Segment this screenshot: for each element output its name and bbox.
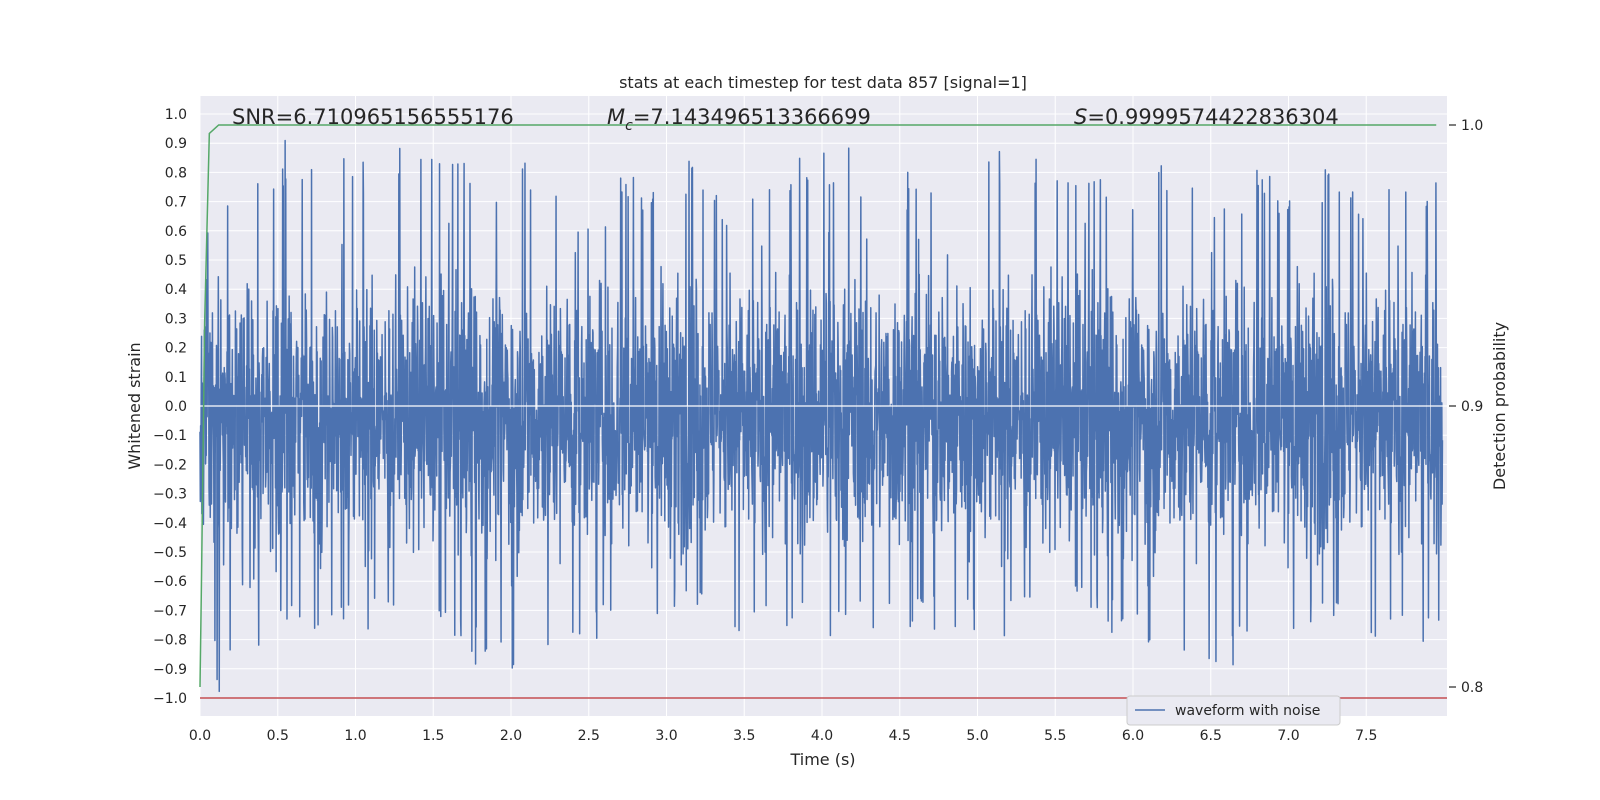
waveform-line [199,139,1444,693]
legend-box [1126,695,1341,726]
x-tick-label: 7.5 [1355,728,1377,744]
x-tick-label: 4.5 [889,728,911,744]
probability-line [199,124,1437,688]
snr-annotation: SNR=6.710965156555176 [232,105,514,129]
y-tick-label: −0.3 [153,487,187,503]
y-tick-label: 0.3 [165,311,187,327]
chart-title: stats at each timestep for test data 857… [619,73,1027,92]
y-tick-label: 0.7 [165,195,187,211]
y-axis-label: Whitened strain [125,342,144,469]
y-tick-label: 1.0 [165,107,187,123]
x-tick-label: 6.5 [1200,728,1222,744]
right-axis-ticks: 1.0 0.9 0.8 [1449,118,1483,696]
y-tick-label: 0.2 [165,341,187,357]
x-tick-label: 1.0 [344,728,366,744]
waveform-series [199,139,1444,693]
y-tick-label: 0.9 [165,136,187,152]
legend: waveform with noise [1126,695,1341,726]
chirp-mass-subscript: c [625,118,633,134]
x-tick-label: 2.0 [500,728,522,744]
x-axis-label: Time (s) [789,750,855,769]
y-tick-label: −0.9 [153,662,187,678]
stat-value: =0.9999574422836304 [1087,105,1338,129]
y-tick-label: 0.1 [165,370,187,386]
x-tick-label: 6.0 [1122,728,1144,744]
x-tick-label: 3.5 [733,728,755,744]
y-tick-label: 0.8 [165,165,187,181]
y-tick-label: −1.0 [153,691,187,707]
x-tick-label: 4.0 [811,728,833,744]
x-tick-label: 1.5 [422,728,444,744]
y-tick-label: −0.4 [153,516,187,532]
right-tick-label: 1.0 [1461,118,1483,134]
chirp-mass-annotation: Mc=7.143496513366699 [607,105,871,134]
stat-symbol: S [1074,105,1087,129]
y-tick-label: −0.8 [153,633,187,649]
y-tick-label: 0.4 [165,282,187,298]
x-axis-ticks: 0.0 0.5 1.0 1.5 2.0 2.5 3.0 3.5 4.0 4.5 5.0 5.5 6.0 6… [189,728,1378,744]
y-tick-label: −0.5 [153,545,187,561]
x-tick-label: 0.0 [189,728,211,744]
x-tick-label: 0.5 [267,728,289,744]
chirp-mass-value: =7.143496513366699 [633,105,871,129]
y-tick-label: −0.2 [153,457,187,473]
y-tick-label: 0.0 [165,399,187,415]
right-tick-label: 0.9 [1461,399,1483,415]
stat-annotation: S=0.9999574422836304 [1074,105,1339,129]
x-tick-label: 3.0 [655,728,677,744]
y-axis-ticks: 1.0 0.9 0.8 0.7 0.6 0.5 0.4 0.3 0.2 0.1 0.0 −0.1 −0.… [153,107,187,707]
legend-label: waveform with noise [1175,703,1320,719]
chirp-mass-symbol: M [607,105,625,129]
x-tick-label: 7.0 [1277,728,1299,744]
x-tick-label: 5.5 [1044,728,1066,744]
x-tick-label: 2.5 [578,728,600,744]
y-tick-label: −0.6 [153,574,187,590]
right-axis-label: Detection probability [1490,322,1509,490]
y-tick-label: 0.5 [165,253,187,269]
right-tick-label: 0.8 [1461,680,1483,696]
x-tick-label: 5.0 [966,728,988,744]
y-tick-label: −0.1 [153,428,187,444]
y-tick-label: −0.7 [153,603,187,619]
y-tick-label: 0.6 [165,224,187,240]
probability-series [199,124,1437,688]
